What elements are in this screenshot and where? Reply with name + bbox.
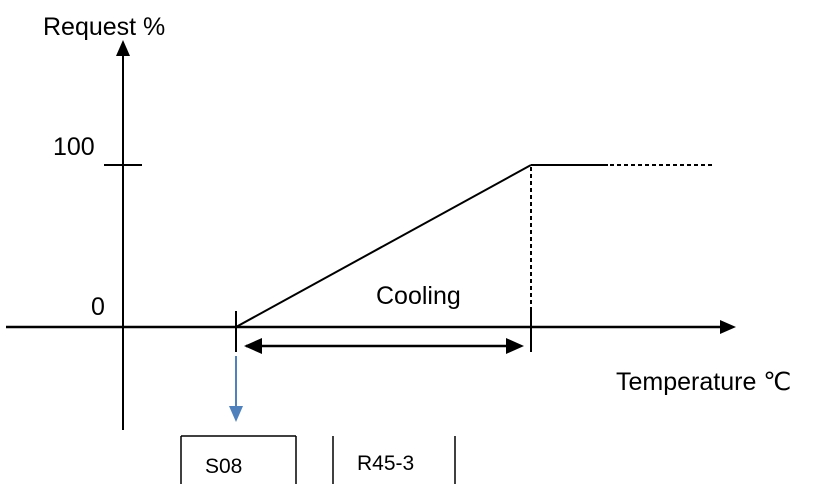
pointer-arrow-head xyxy=(229,406,243,422)
cooling-ramp-line xyxy=(235,164,532,328)
range-param-label: R45-3 xyxy=(357,452,414,475)
y-axis-arrowhead xyxy=(116,40,130,56)
range-arrow-left-head xyxy=(244,338,262,354)
y-axis-label: Request % xyxy=(43,13,165,41)
x-axis-arrowhead xyxy=(720,320,736,334)
start-param-label: S08 xyxy=(205,455,242,478)
y-tick-label-0: 0 xyxy=(91,293,105,321)
x-axis-label: Temperature ℃ xyxy=(616,368,791,396)
cooling-label: Cooling xyxy=(376,282,461,310)
range-arrow-right-head xyxy=(506,338,524,354)
y-tick-label-100: 100 xyxy=(53,133,95,161)
